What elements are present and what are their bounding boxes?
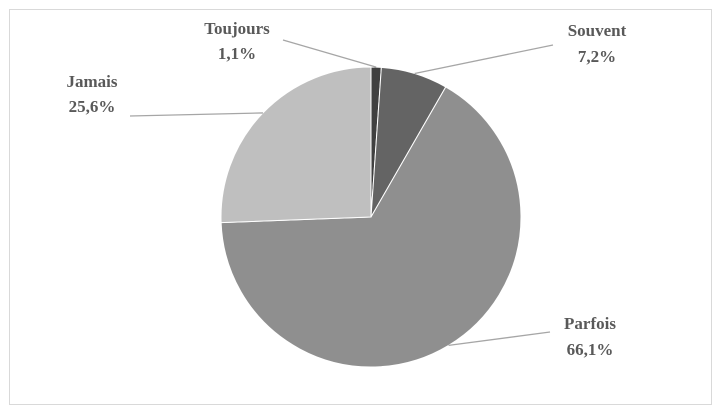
pie-slice	[220, 66, 372, 224]
leader-line	[414, 44, 554, 75]
slice-label: Souvent	[568, 21, 627, 40]
slice-label: Parfois	[564, 314, 616, 333]
slice-value-label: 66,1%	[567, 340, 614, 359]
leader-line	[129, 112, 263, 117]
leader-line	[282, 39, 377, 68]
slice-value-label: 25,6%	[69, 97, 116, 116]
slice-value-label: 7,2%	[578, 47, 616, 66]
slice-label: Jamais	[67, 72, 118, 91]
slice-value-label: 1,1%	[218, 44, 256, 63]
slice-label: Toujours	[204, 19, 270, 38]
leader-line	[448, 331, 551, 347]
